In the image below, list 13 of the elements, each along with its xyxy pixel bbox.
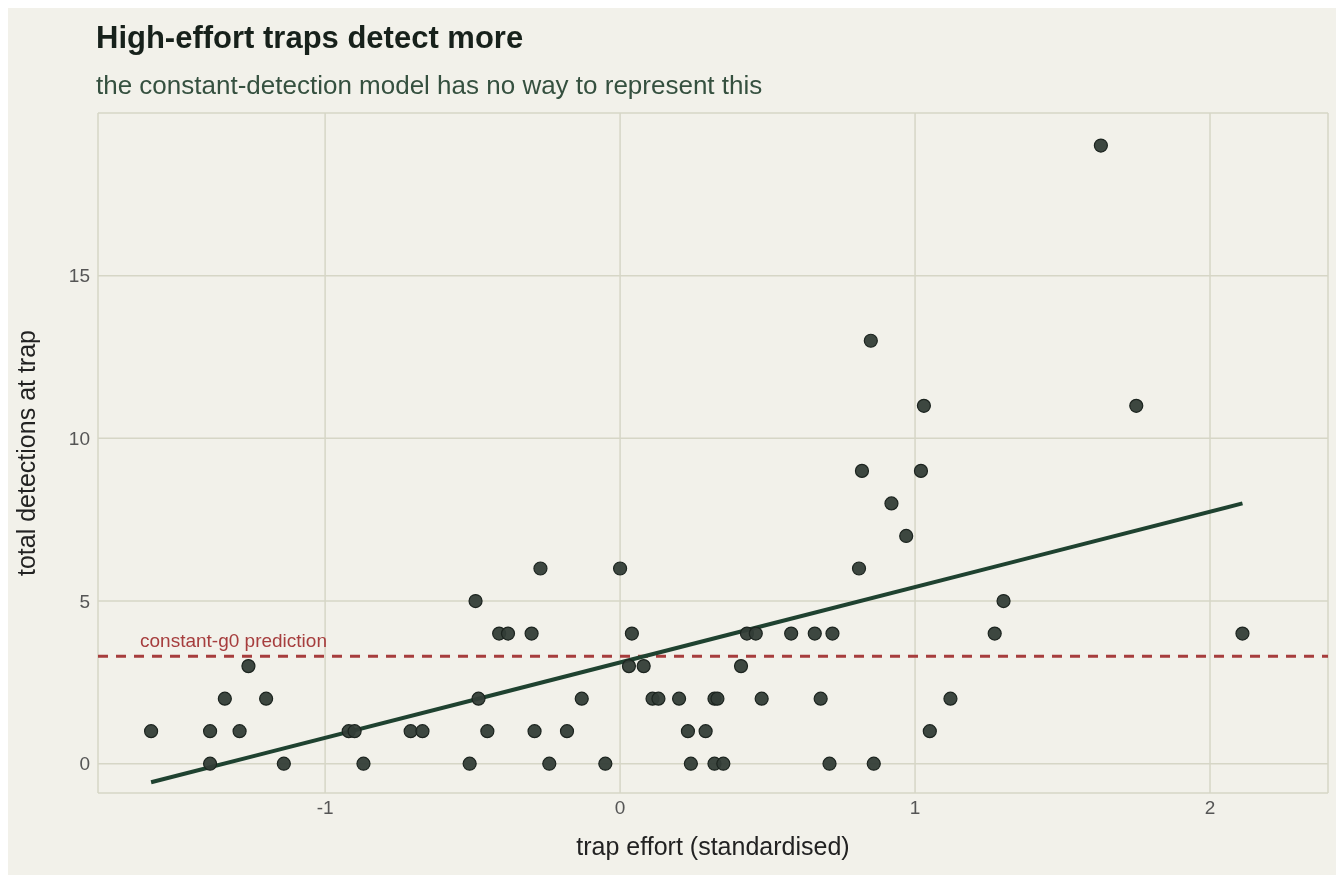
y-tick-label: 0 xyxy=(79,753,90,775)
ref-line-label: constant-g0 prediction xyxy=(140,630,327,652)
y-tick-label: 10 xyxy=(68,428,90,450)
chart-title: High-effort traps detect more xyxy=(96,20,524,56)
y-tick-label: 5 xyxy=(79,590,90,612)
x-tick-label: 0 xyxy=(614,797,626,819)
x-tick-label: -1 xyxy=(316,797,334,819)
chart-subtitle: the constant-detection model has no way to represent this xyxy=(96,70,763,101)
y-axis-title: total detections at trap xyxy=(11,330,40,576)
y-tick-label: 15 xyxy=(68,265,90,287)
x-tick-label: 2 xyxy=(1204,797,1216,819)
x-tick-label: 1 xyxy=(909,797,921,819)
x-axis-title: trap effort (standardised) xyxy=(576,832,850,860)
